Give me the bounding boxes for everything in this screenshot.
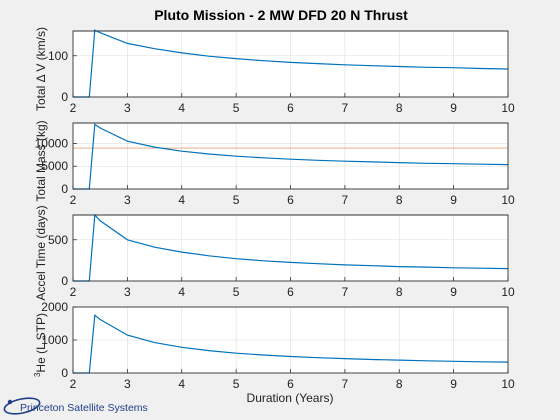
y-axis-label: Total Mass (kg): [34, 120, 48, 201]
x-tick-label: 3: [124, 377, 131, 391]
x-tick-label: 4: [178, 285, 185, 299]
y-axis-label: 3He (L STP): [33, 313, 48, 377]
logo-text: Princeton Satellite Systems: [20, 402, 148, 414]
y-tick-label: 0: [61, 274, 68, 288]
x-tick-label: 10: [501, 377, 515, 391]
x-tick-label: 10: [501, 285, 515, 299]
y-axis-label-superscript: 3: [33, 372, 42, 377]
x-tick-label: 8: [396, 193, 403, 207]
x-tick-label: 9: [450, 193, 457, 207]
x-tick-label: 2: [70, 101, 77, 115]
x-tick-label: 3: [124, 101, 131, 115]
company-logo: Princeton Satellite Systems: [3, 397, 148, 415]
x-tick-label: 10: [501, 193, 515, 207]
y-tick-label: 5000: [41, 159, 68, 173]
x-tick-label: 4: [178, 193, 185, 207]
series-line-1: [73, 123, 509, 190]
series-line-1: [73, 314, 509, 374]
x-tick-label: 5: [233, 101, 240, 115]
y-tick-label: 2000: [41, 300, 68, 314]
x-tick-label: 7: [342, 377, 349, 391]
x-tick-label: 6: [287, 285, 294, 299]
x-tick-label: 2: [70, 193, 77, 207]
series-line-1: [73, 29, 509, 98]
x-tick-label: 5: [233, 193, 240, 207]
y-tick-label: 0: [61, 182, 68, 196]
x-tick-label: 6: [287, 193, 294, 207]
x-tick-label: 2: [70, 285, 77, 299]
y-axis-label: Total Δ V (km/s): [34, 27, 48, 111]
x-tick-label: 9: [450, 285, 457, 299]
x-tick-label: 8: [396, 101, 403, 115]
x-tick-label: 3: [124, 285, 131, 299]
x-tick-label: 3: [124, 193, 131, 207]
x-tick-label: 4: [178, 377, 185, 391]
y-axis-label-text: He (L STP): [34, 313, 48, 373]
x-axis-label: Duration (Years): [247, 391, 334, 405]
x-tick-label: 4: [178, 101, 185, 115]
y-tick-label: 100: [48, 49, 68, 63]
x-tick-label: 8: [396, 377, 403, 391]
y-tick-label: 0: [61, 366, 68, 380]
x-tick-label: 9: [450, 101, 457, 115]
y-tick-label: 0: [61, 90, 68, 104]
x-tick-label: 6: [287, 377, 294, 391]
x-tick-label: 8: [396, 285, 403, 299]
y-axis-label: Accel Time (days): [34, 205, 48, 300]
y-tick-label: 10000: [35, 136, 69, 150]
x-tick-label: 5: [233, 377, 240, 391]
series-line-1: [73, 213, 509, 282]
figure-title: Pluto Mission - 2 MW DFD 20 N Thrust: [154, 7, 408, 23]
x-tick-label: 10: [501, 101, 515, 115]
orbit-logo-icon: [3, 397, 41, 415]
y-tick-label: 500: [48, 233, 68, 247]
y-tick-label: 1000: [41, 333, 68, 347]
x-tick-label: 7: [342, 193, 349, 207]
x-tick-label: 2: [70, 377, 77, 391]
x-tick-label: 9: [450, 377, 457, 391]
x-tick-label: 7: [342, 285, 349, 299]
x-tick-label: 5: [233, 285, 240, 299]
x-tick-label: 6: [287, 101, 294, 115]
x-tick-label: 7: [342, 101, 349, 115]
